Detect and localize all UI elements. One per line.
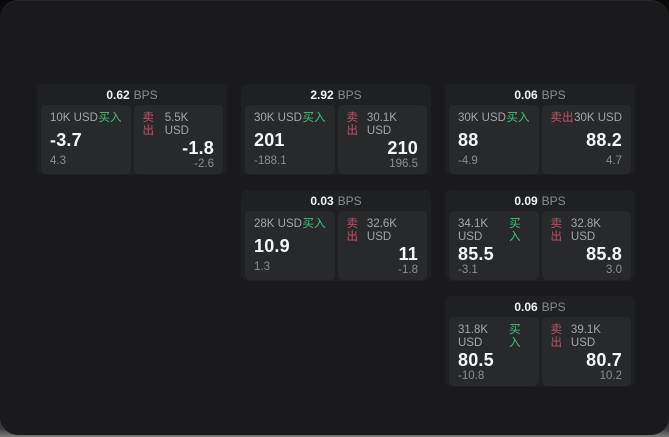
bps-unit-label: BPS [541, 300, 566, 314]
card-header: 0.62 BPS [41, 87, 223, 104]
buy-size: 31.8K USD [458, 324, 489, 349]
buy-price: 10.9 [254, 236, 290, 256]
buy-delta: -4.9 [458, 155, 478, 167]
sell-price: 80.7 [586, 350, 622, 370]
buy-side-label: 买入 [302, 112, 326, 124]
buy-price: 201 [254, 130, 285, 150]
bps-unit-label: BPS [337, 88, 362, 102]
bps-unit-label: BPS [541, 194, 566, 208]
buy-delta: 4.3 [50, 155, 66, 167]
sell-size: 32.8K USD [570, 218, 601, 243]
buy-quote-tile[interactable]: 30K USD 买入 201 -188.1 [245, 105, 335, 174]
quote-card: 0.09 BPS 34.1K USD 买入 85.5 -3.1 卖出 32.8K… [445, 190, 635, 281]
buy-quote-tile[interactable]: 31.8K USD 买入 80.5 -10.8 [449, 317, 539, 386]
card-header: 0.09 BPS [449, 193, 631, 210]
card-header: 2.92 BPS [245, 87, 427, 104]
sell-side-label: 卖出 [142, 112, 155, 137]
sell-price: 11 [398, 244, 418, 264]
sell-quote-tile[interactable]: 卖出 32.6K USD 11 -1.8 [337, 211, 427, 280]
sell-size: 5.5K USD [164, 112, 189, 137]
sell-delta: -2.6 [194, 158, 214, 170]
sell-size: 39.1K USD [570, 324, 601, 349]
buy-delta: 1.3 [254, 261, 270, 273]
buy-side-label: 买入 [98, 112, 122, 124]
quote-card: 0.03 BPS 28K USD 买入 10.9 1.3 卖出 32.6K US… [241, 190, 431, 281]
sell-delta: 4.7 [606, 155, 622, 167]
sell-delta: -1.8 [398, 264, 418, 276]
buy-side-label: 买入 [509, 218, 521, 243]
sell-delta: 196.5 [389, 158, 418, 170]
sell-quote-tile[interactable]: 卖出 30K USD 88.2 4.7 [541, 105, 631, 174]
sell-quote-tile[interactable]: 卖出 30.1K USD 210 196.5 [337, 105, 427, 174]
buy-size: 28K USD [254, 218, 302, 230]
card-header: 0.06 BPS [449, 87, 631, 104]
buy-delta: -10.8 [458, 370, 485, 382]
sell-price: 85.8 [586, 244, 622, 264]
sell-price: 210 [387, 138, 418, 158]
bps-value: 0.06 [514, 300, 538, 314]
buy-size: 30K USD [458, 112, 506, 124]
quote-tiles: 28K USD 买入 10.9 1.3 卖出 32.6K USD 11 -1.8 [245, 211, 427, 280]
buy-side-label: 买入 [302, 218, 326, 230]
sell-side-label: 卖出 [550, 112, 574, 124]
quote-card: 0.62 BPS 10K USD 买入 -3.7 4.3 卖出 5.5K USD… [37, 84, 227, 175]
card-header: 0.03 BPS [245, 193, 427, 210]
buy-size: 30K USD [254, 112, 302, 124]
buy-side-label: 买入 [509, 324, 521, 349]
buy-price: 85.5 [458, 244, 494, 264]
quote-card: 0.06 BPS 31.8K USD 买入 80.5 -10.8 卖出 39.1… [445, 296, 635, 387]
buy-quote-tile[interactable]: 30K USD 买入 88 -4.9 [449, 105, 539, 174]
bps-value: 0.62 [106, 88, 130, 102]
sell-side-label: 卖出 [346, 218, 359, 243]
buy-size: 34.1K USD [458, 218, 489, 243]
buy-quote-tile[interactable]: 28K USD 买入 10.9 1.3 [245, 211, 335, 280]
buy-delta: -3.1 [458, 264, 478, 276]
quote-card: 0.06 BPS 30K USD 买入 88 -4.9 卖出 30K USD 8… [445, 84, 635, 175]
bps-unit-label: BPS [133, 88, 158, 102]
buy-delta: -188.1 [254, 155, 287, 167]
sell-size: 30K USD [574, 112, 622, 124]
buy-price: 88 [458, 130, 479, 150]
sell-price: 88.2 [586, 130, 622, 150]
sell-side-label: 卖出 [550, 218, 563, 243]
bps-value: 0.06 [514, 88, 538, 102]
sell-side-label: 卖出 [346, 112, 359, 137]
quote-tiles: 34.1K USD 买入 85.5 -3.1 卖出 32.8K USD 85.8… [449, 211, 631, 280]
sell-size: 30.1K USD [366, 112, 397, 137]
bps-unit-label: BPS [541, 88, 566, 102]
quote-tiles: 31.8K USD 买入 80.5 -10.8 卖出 39.1K USD 80.… [449, 317, 631, 386]
quote-tiles: 10K USD 买入 -3.7 4.3 卖出 5.5K USD -1.8 -2.… [41, 105, 223, 174]
bps-value: 0.09 [514, 194, 538, 208]
sell-price: -1.8 [182, 138, 214, 158]
sell-side-label: 卖出 [550, 324, 563, 349]
card-header: 0.06 BPS [449, 299, 631, 316]
sell-delta: 3.0 [606, 264, 622, 276]
buy-size: 10K USD [50, 112, 98, 124]
sell-quote-tile[interactable]: 卖出 5.5K USD -1.8 -2.6 [133, 105, 223, 174]
bps-value: 0.03 [310, 194, 334, 208]
buy-price: -3.7 [50, 130, 82, 150]
quote-card: 2.92 BPS 30K USD 买入 201 -188.1 卖出 30.1K … [241, 84, 431, 175]
sell-quote-tile[interactable]: 卖出 32.8K USD 85.8 3.0 [541, 211, 631, 280]
quote-tiles: 30K USD 买入 88 -4.9 卖出 30K USD 88.2 4.7 [449, 105, 631, 174]
sell-delta: 10.2 [599, 370, 622, 382]
quote-tiles: 30K USD 买入 201 -188.1 卖出 30.1K USD 210 1… [245, 105, 427, 174]
buy-side-label: 买入 [506, 112, 530, 124]
buy-quote-tile[interactable]: 34.1K USD 买入 85.5 -3.1 [449, 211, 539, 280]
bps-value: 2.92 [310, 88, 334, 102]
buy-quote-tile[interactable]: 10K USD 买入 -3.7 4.3 [41, 105, 131, 174]
bps-unit-label: BPS [337, 194, 362, 208]
sell-size: 32.6K USD [366, 218, 397, 243]
sell-quote-tile[interactable]: 卖出 39.1K USD 80.7 10.2 [541, 317, 631, 386]
buy-price: 80.5 [458, 350, 494, 370]
